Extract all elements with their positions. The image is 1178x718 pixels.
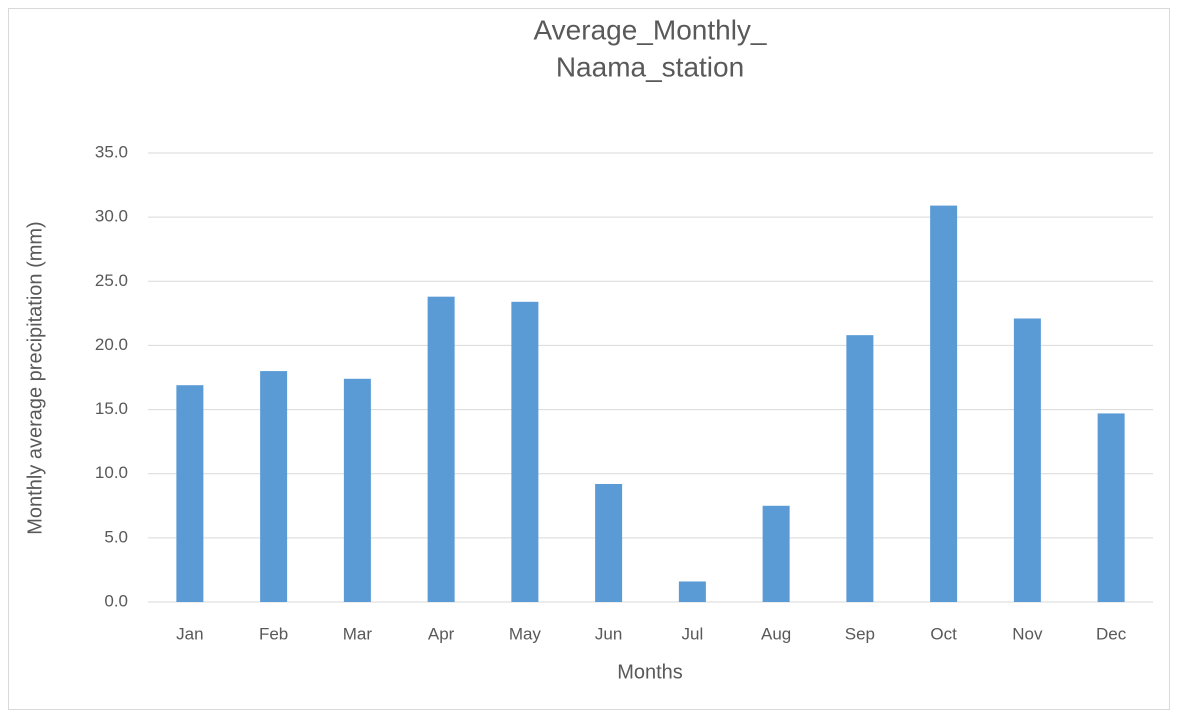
bar — [260, 371, 288, 602]
chart-title-line: Average_Monthly_ — [534, 14, 767, 45]
x-tick-label: Jan — [176, 624, 203, 643]
y-tick-label: 0.0 — [104, 591, 128, 610]
x-tick-label: Nov — [1012, 624, 1043, 643]
y-axis-title: Monthly average precipitation (mm) — [24, 221, 46, 534]
x-tick-label: Feb — [259, 624, 288, 643]
y-tick-label: 25.0 — [95, 271, 128, 290]
bar — [595, 483, 623, 602]
bar — [427, 296, 455, 602]
x-tick-label: Oct — [930, 624, 957, 643]
chart-border — [8, 8, 1170, 710]
x-tick-label: Apr — [428, 624, 455, 643]
y-tick-label: 10.0 — [95, 463, 128, 482]
x-tick-label: Sep — [845, 624, 875, 643]
x-axis-title: Months — [617, 661, 683, 683]
x-tick-label: Jun — [595, 624, 622, 643]
chart-title-line: Naama_station — [556, 51, 744, 82]
bar — [678, 581, 706, 602]
y-tick-label: 15.0 — [95, 399, 128, 418]
bar — [176, 385, 204, 602]
bar — [930, 205, 958, 602]
bar — [511, 301, 539, 602]
bar — [846, 335, 874, 602]
y-tick-label: 5.0 — [104, 527, 128, 546]
y-tick-label: 30.0 — [95, 207, 128, 226]
bar — [1013, 318, 1041, 602]
x-tick-label: Jul — [682, 624, 704, 643]
x-tick-label: Aug — [761, 624, 791, 643]
bar — [1097, 413, 1125, 602]
y-tick-label: 20.0 — [95, 335, 128, 354]
y-tick-label: 35.0 — [95, 142, 128, 161]
bar — [762, 505, 790, 602]
x-tick-label: Dec — [1096, 624, 1127, 643]
x-tick-label: May — [509, 624, 542, 643]
x-tick-label: Mar — [343, 624, 373, 643]
bar — [343, 378, 371, 602]
